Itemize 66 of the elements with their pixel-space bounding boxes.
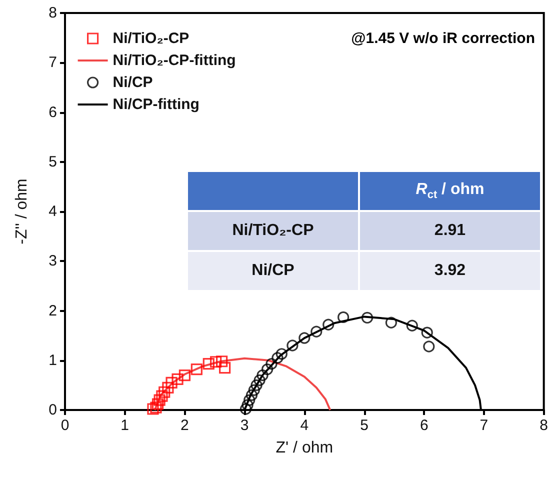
x-tick-label: 2 <box>180 417 189 434</box>
y-tick-label: 5 <box>48 153 57 170</box>
point <box>385 316 397 328</box>
y-tick-label: 8 <box>48 4 57 22</box>
point <box>158 386 170 398</box>
point <box>244 394 256 406</box>
point <box>250 379 262 391</box>
y-tick-label: 3 <box>48 252 57 270</box>
point <box>152 398 164 410</box>
annotation: R$_{ct}$ / ohm <box>359 171 541 211</box>
point <box>154 394 166 406</box>
point <box>298 332 310 344</box>
point <box>172 373 184 386</box>
y-tick-label: 6 <box>48 104 57 121</box>
point <box>162 382 174 394</box>
point <box>210 356 222 368</box>
point <box>421 326 433 338</box>
point <box>276 348 288 360</box>
x-tick-label: 5 <box>360 417 368 434</box>
point <box>150 402 162 414</box>
x-tick-label: 7 <box>480 417 488 434</box>
point <box>286 340 298 352</box>
point <box>310 326 322 338</box>
legend-label: Ni/CP <box>112 74 153 91</box>
point <box>216 356 228 368</box>
point <box>338 311 350 323</box>
point <box>361 312 374 324</box>
annotation: 3.92 <box>359 251 541 291</box>
y-tick-label: 4 <box>48 203 57 220</box>
point <box>190 364 202 376</box>
point <box>266 358 278 370</box>
point <box>240 403 252 415</box>
annotation: @1.45 V w/o iR correction <box>351 30 535 47</box>
point <box>262 364 274 376</box>
point <box>254 374 266 386</box>
x-tick-label: 6 <box>420 417 428 434</box>
annotation: 2.91 <box>359 211 541 251</box>
point <box>322 318 334 330</box>
y-tick-label: 0 <box>48 402 57 418</box>
x-tick-label: 8 <box>540 417 548 434</box>
annotation: Ni/CP <box>187 251 359 291</box>
y-axis-title: -Z'' / ohm <box>14 178 30 244</box>
point <box>256 369 268 382</box>
y-tick-label: 1 <box>48 352 57 369</box>
point <box>178 369 191 382</box>
point <box>272 352 284 364</box>
legend-label: Ni/TiO₂-CP <box>112 30 190 47</box>
point <box>248 384 260 396</box>
point <box>156 390 168 402</box>
legend-label: Ni/CP-fitting <box>112 96 200 113</box>
legend-label: Ni/TiO₂-CP-fitting <box>112 52 236 69</box>
x-tick-label: 4 <box>300 417 309 434</box>
point <box>246 389 258 401</box>
annotation: Ni/TiO₂-CP <box>187 211 359 251</box>
x-tick-label: 1 <box>120 417 130 434</box>
x-axis-title: Z' / ohm <box>276 440 334 456</box>
x-tick-label: 3 <box>240 417 249 434</box>
point <box>166 376 178 389</box>
y-tick-label: 7 <box>48 54 57 72</box>
y-tick-label: 2 <box>48 302 57 320</box>
x-tick-label: 0 <box>60 417 70 434</box>
point <box>219 362 231 374</box>
point <box>147 403 159 415</box>
point <box>406 320 418 332</box>
point <box>423 340 435 352</box>
point <box>202 358 214 370</box>
